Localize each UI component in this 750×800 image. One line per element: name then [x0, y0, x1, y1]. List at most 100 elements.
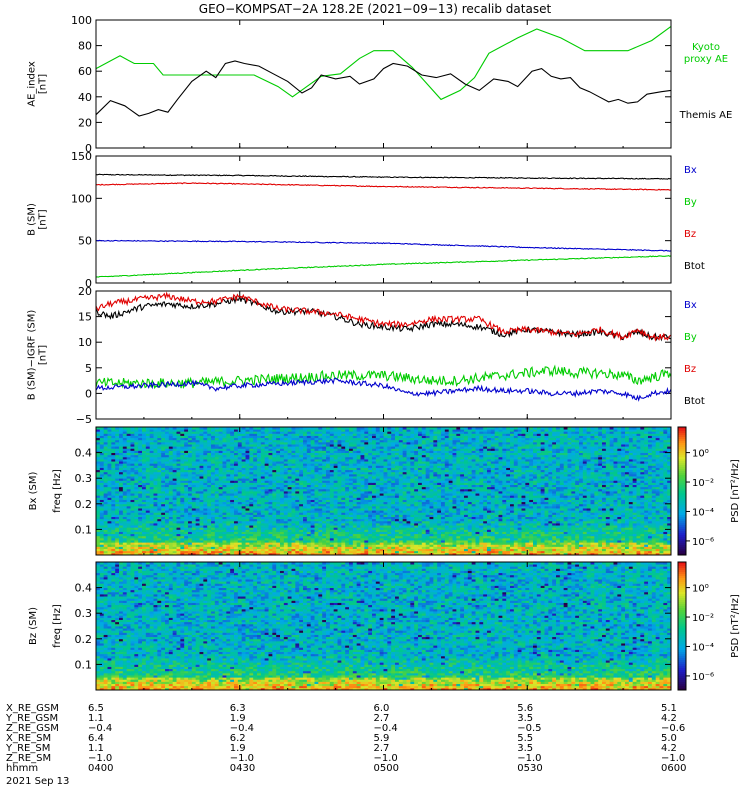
cell: [122, 525, 128, 528]
cell: [99, 505, 105, 509]
cell: [172, 512, 177, 515]
cell: [398, 523, 404, 526]
cell: [510, 525, 515, 528]
cell: [96, 510, 101, 513]
cell: [402, 518, 407, 522]
cell: [556, 518, 561, 522]
cell: [479, 542, 484, 545]
cell: [398, 491, 404, 494]
cell: [651, 540, 657, 543]
cell: [533, 533, 538, 537]
cell: [418, 544, 423, 547]
cell: [372, 493, 377, 496]
cell: [487, 550, 492, 554]
cell: [329, 503, 335, 507]
cell: [142, 527, 147, 530]
cell: [483, 516, 488, 520]
cell: [195, 531, 200, 535]
cell: [494, 550, 499, 554]
cell: [333, 518, 338, 522]
cell: [506, 514, 511, 517]
cell: [540, 503, 545, 507]
cell: [341, 514, 346, 517]
cell: [437, 497, 442, 500]
cell: [410, 486, 415, 490]
cell: [176, 548, 181, 552]
cell: [188, 488, 193, 492]
cell: [479, 546, 484, 549]
cell: [226, 518, 231, 522]
y-tick-label: 20: [78, 116, 92, 129]
cell: [230, 540, 235, 543]
cell: [540, 516, 545, 520]
cell: [260, 542, 266, 545]
cell: [609, 512, 614, 515]
cell: [582, 510, 588, 513]
cell: [172, 552, 177, 556]
cell: [544, 552, 549, 556]
cell: [126, 499, 131, 503]
cell: [471, 533, 476, 537]
cell: [356, 505, 361, 509]
cell: [651, 488, 657, 492]
cell: [598, 516, 603, 520]
cell: [648, 486, 653, 490]
cell: [291, 510, 296, 513]
cell: [559, 535, 565, 539]
cell: [337, 540, 342, 543]
cell: [498, 486, 503, 490]
cell: [329, 497, 335, 500]
cell: [513, 520, 519, 524]
cell: [122, 535, 128, 539]
cell: [326, 550, 331, 554]
cell: [260, 501, 266, 505]
cell: [134, 537, 139, 541]
cell: [659, 537, 664, 541]
cell: [464, 501, 469, 505]
cell: [479, 535, 484, 539]
cell: [126, 491, 131, 494]
cell: [111, 518, 116, 522]
cell: [655, 550, 660, 554]
cell: [333, 510, 338, 513]
cell: [352, 527, 358, 530]
cell: [456, 523, 461, 526]
cell: [345, 493, 350, 496]
cell: [540, 546, 545, 549]
cell: [115, 486, 120, 490]
cell: [452, 537, 457, 541]
cell: [487, 523, 492, 526]
cell: [291, 501, 296, 505]
cell: [249, 552, 254, 556]
cell: [310, 537, 315, 541]
cell: [663, 516, 668, 520]
cell: [567, 533, 572, 537]
cell: [655, 493, 660, 496]
cell: [157, 540, 162, 543]
cell: [644, 542, 649, 545]
cell: [176, 527, 181, 530]
cell: [452, 516, 457, 520]
cell: [441, 525, 446, 528]
cell: [579, 542, 584, 545]
cell: [287, 518, 292, 522]
cell: [138, 488, 143, 492]
cell: [617, 508, 622, 511]
cell: [571, 501, 576, 505]
cell: [421, 542, 427, 545]
cell: [444, 495, 450, 498]
cell: [356, 537, 361, 541]
cell: [280, 527, 285, 530]
cell: [506, 544, 511, 547]
cell: [268, 488, 273, 492]
cell: [556, 508, 561, 511]
cell: [483, 497, 488, 500]
cell: [218, 527, 223, 530]
y-tick-label: 100: [71, 192, 92, 205]
cell: [184, 512, 189, 515]
cell: [276, 488, 281, 492]
cell: [398, 520, 404, 524]
cell: [364, 550, 369, 554]
cell: [96, 508, 101, 511]
cell: [467, 540, 473, 543]
